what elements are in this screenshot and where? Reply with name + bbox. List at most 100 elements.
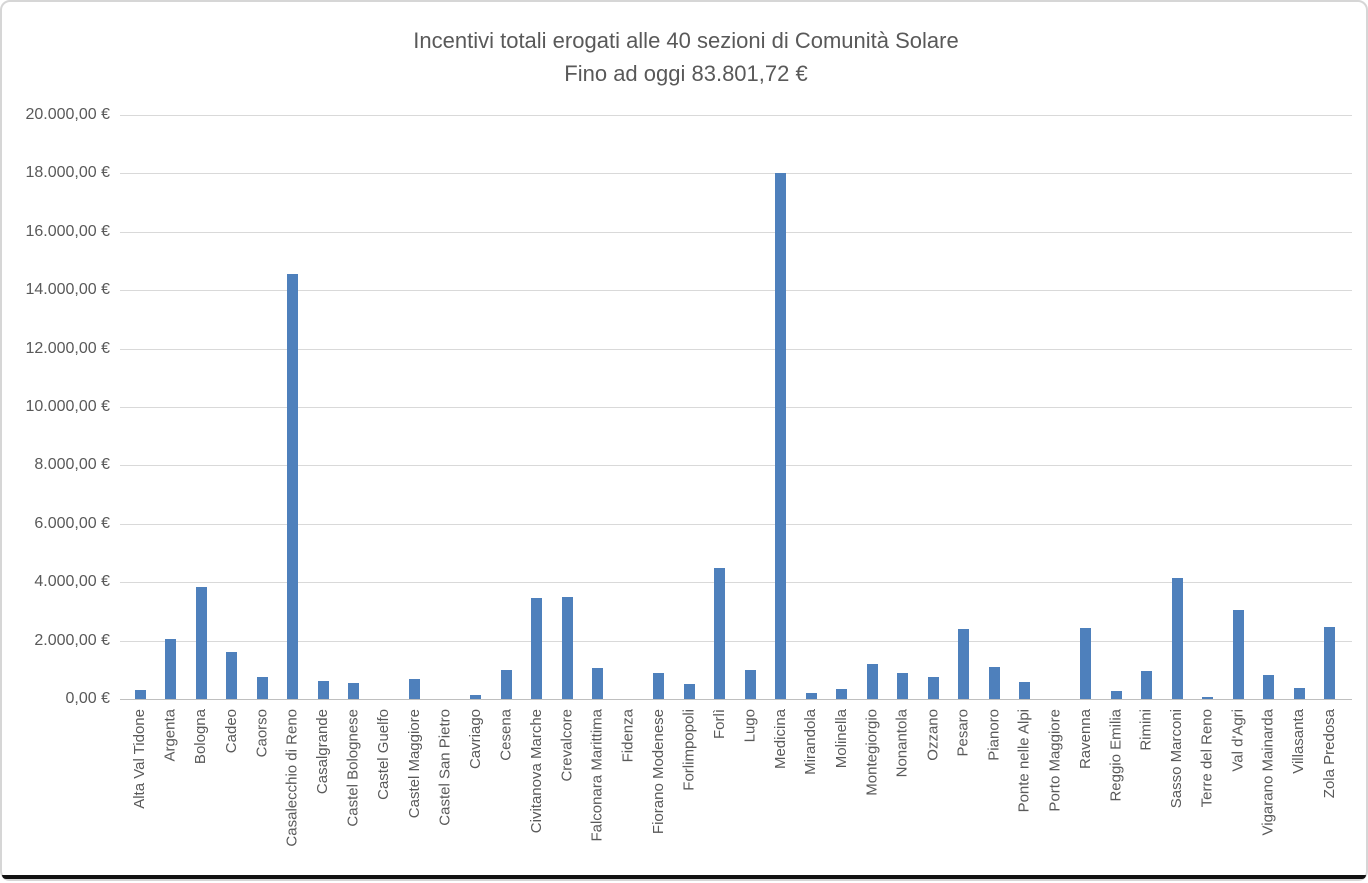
x-axis-category-label: Montegiorgio bbox=[863, 709, 881, 796]
bar-alta-val-tidone[interactable] bbox=[135, 690, 146, 699]
bar-vigarano-mainarda[interactable] bbox=[1263, 675, 1274, 699]
chart-title: Incentivi totali erogati alle 40 sezioni… bbox=[2, 24, 1368, 90]
x-axis-category-label: Lugo bbox=[741, 709, 759, 743]
bar-argenta[interactable] bbox=[165, 639, 176, 699]
x-axis-category-label: Villasanta bbox=[1290, 709, 1308, 774]
y-axis-tick-label: 20.000,00 € bbox=[25, 106, 110, 123]
bar-falconara-marittima[interactable] bbox=[592, 668, 603, 699]
bar-villasanta[interactable] bbox=[1294, 688, 1305, 699]
x-axis-category-label: Castel Guelfo bbox=[375, 709, 393, 800]
y-gridline bbox=[120, 349, 1352, 350]
x-axis-category-label: Pianoro bbox=[985, 709, 1003, 761]
y-axis-tick-label: 0,00 € bbox=[65, 690, 110, 707]
bar-cesena[interactable] bbox=[501, 670, 512, 699]
y-axis-tick-label: 12.000,00 € bbox=[25, 340, 110, 357]
x-axis-category-label: Crevalcore bbox=[558, 709, 576, 782]
chart-title-line2: Fino ad oggi 83.801,72 € bbox=[564, 61, 808, 86]
y-gridline bbox=[120, 232, 1352, 233]
bar-caorso[interactable] bbox=[257, 677, 268, 699]
x-axis-category-label: Mirandola bbox=[802, 709, 820, 775]
x-axis-category-label: Falconara Marittima bbox=[588, 709, 606, 842]
x-axis-category-label: Nonantola bbox=[893, 709, 911, 778]
y-axis-tick-label: 4.000,00 € bbox=[34, 573, 110, 590]
x-axis-category-label: Sasso Marconi bbox=[1168, 709, 1186, 809]
bar-ravenna[interactable] bbox=[1080, 628, 1091, 699]
bar-molinella[interactable] bbox=[836, 689, 847, 699]
x-axis-category-label: Castel Bolognese bbox=[344, 709, 362, 827]
x-axis-category-label: Zola Predosa bbox=[1320, 709, 1338, 799]
y-gridline bbox=[120, 641, 1352, 642]
bar-ozzano[interactable] bbox=[928, 677, 939, 699]
bar-zola-predosa[interactable] bbox=[1324, 627, 1335, 699]
x-axis-category-label: Cesena bbox=[497, 709, 515, 761]
bar-bologna[interactable] bbox=[196, 587, 207, 699]
x-axis-category-label: Ravenna bbox=[1076, 709, 1094, 770]
x-axis-category-label: Val d'Agri bbox=[1229, 709, 1247, 772]
x-axis-category-label: Castel San Pietro bbox=[436, 709, 454, 826]
x-axis-category-label: Terre del Reno bbox=[1198, 709, 1216, 808]
bar-ponte-nelle-alpi[interactable] bbox=[1019, 682, 1030, 699]
x-axis-category-label: Alta Val Tidone bbox=[131, 709, 149, 809]
x-axis-category-label: Cadeo bbox=[222, 709, 240, 754]
bar-castel-bolognese[interactable] bbox=[348, 683, 359, 699]
y-axis-tick-label: 2.000,00 € bbox=[34, 632, 110, 649]
bar-nonantola[interactable] bbox=[897, 673, 908, 699]
bar-pesaro[interactable] bbox=[958, 629, 969, 699]
x-axis-category-label: Reggio Emilia bbox=[1107, 709, 1125, 802]
y-gridline bbox=[120, 290, 1352, 291]
x-axis-category-label: Medicina bbox=[771, 709, 789, 770]
x-axis-category-label: Vigarano Mainarda bbox=[1259, 709, 1277, 836]
x-axis-category-label: Molinella bbox=[832, 709, 850, 769]
y-gridline bbox=[120, 465, 1352, 466]
bar-cadeo[interactable] bbox=[226, 652, 237, 699]
x-axis-category-label: Porto Maggiore bbox=[1046, 709, 1064, 812]
bar-forlimpopoli[interactable] bbox=[684, 684, 695, 699]
bar-civitanova-marche[interactable] bbox=[531, 598, 542, 699]
y-gridline bbox=[120, 115, 1352, 116]
x-axis-category-label: Fidenza bbox=[619, 709, 637, 763]
x-axis-category-label: Forlimpopoli bbox=[680, 709, 698, 791]
x-axis-category-label: Argenta bbox=[161, 709, 179, 762]
y-gridline bbox=[120, 524, 1352, 525]
y-axis-tick-label: 16.000,00 € bbox=[25, 223, 110, 240]
bar-castel-maggiore[interactable] bbox=[409, 679, 420, 699]
bar-sasso-marconi[interactable] bbox=[1172, 578, 1183, 699]
x-axis-category-label: Castel Maggiore bbox=[405, 709, 423, 819]
x-axis-category-label: Casalecchio di Reno bbox=[283, 709, 301, 847]
x-axis-category-label: Rimini bbox=[1137, 709, 1155, 751]
x-axis-category-label: Pesaro bbox=[954, 709, 972, 757]
x-axis-category-label: Ponte nelle Alpi bbox=[1015, 709, 1033, 813]
y-gridline bbox=[120, 407, 1352, 408]
bar-terre-del-reno[interactable] bbox=[1202, 697, 1213, 699]
bar-pianoro[interactable] bbox=[989, 667, 1000, 699]
window-bottom-edge bbox=[2, 875, 1366, 879]
bar-cavriago[interactable] bbox=[470, 695, 481, 699]
x-axis-category-label: Fiorano Modenese bbox=[649, 709, 667, 835]
bar-fiorano-modenese[interactable] bbox=[653, 673, 664, 699]
bar-rimini[interactable] bbox=[1141, 671, 1152, 699]
x-axis-category-label: Casalgrande bbox=[314, 709, 332, 795]
bar-crevalcore[interactable] bbox=[562, 597, 573, 699]
bar-forl-[interactable] bbox=[714, 568, 725, 699]
bar-val-d-agri[interactable] bbox=[1233, 610, 1244, 699]
bar-medicina[interactable] bbox=[775, 173, 786, 699]
bar-mirandola[interactable] bbox=[806, 693, 817, 699]
x-axis-category-label: Civitanova Marche bbox=[527, 709, 545, 834]
y-axis-tick-label: 14.000,00 € bbox=[25, 281, 110, 298]
y-gridline bbox=[120, 173, 1352, 174]
bar-casalecchio-di-reno[interactable] bbox=[287, 274, 298, 699]
x-axis-category-label: Ozzano bbox=[924, 709, 942, 761]
bar-montegiorgio[interactable] bbox=[867, 664, 878, 699]
x-axis-category-label: Caorso bbox=[253, 709, 271, 758]
x-axis-category-label: Cavriago bbox=[466, 709, 484, 770]
bar-casalgrande[interactable] bbox=[318, 681, 329, 699]
bar-reggio-emilia[interactable] bbox=[1111, 691, 1122, 699]
x-axis-category-label: Bologna bbox=[192, 709, 210, 765]
bar-lugo[interactable] bbox=[745, 670, 756, 699]
y-gridline bbox=[120, 582, 1352, 583]
y-axis-tick-label: 10.000,00 € bbox=[25, 398, 110, 415]
x-axis-line bbox=[120, 699, 1352, 700]
y-axis-tick-label: 8.000,00 € bbox=[34, 456, 110, 473]
